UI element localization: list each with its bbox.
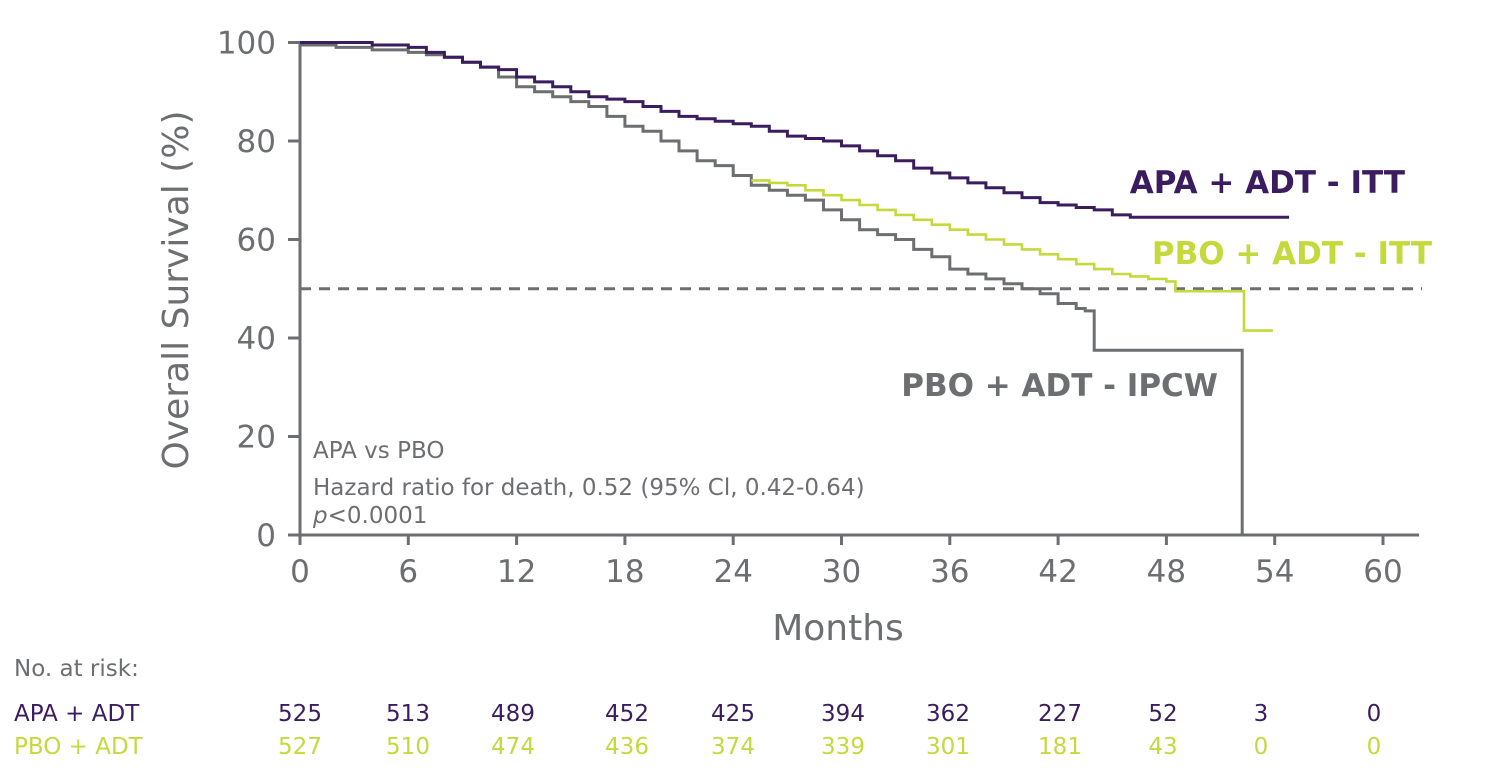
- series-pbo-itt: [751, 179, 1273, 332]
- risk-value: 52: [1148, 701, 1177, 727]
- x-tick-label: 6: [398, 554, 418, 590]
- x-axis-title: Months: [772, 608, 904, 649]
- risk-row-label: APA + ADT: [14, 701, 140, 727]
- x-tick-label: 36: [930, 554, 969, 590]
- p-value-text: <0.0001: [328, 503, 428, 529]
- series-label-pbo-ipcw: PBO + ADT - IPCW: [901, 368, 1218, 404]
- risk-value: 510: [386, 734, 430, 760]
- x-tick-label: 24: [713, 554, 752, 590]
- y-tick-label: 40: [237, 321, 276, 357]
- x-tick-label: 12: [497, 554, 536, 590]
- annotation-line-3: p<0.0001: [312, 503, 427, 529]
- risk-row-label: PBO + ADT: [14, 734, 144, 760]
- risk-value: 339: [821, 734, 865, 760]
- series-label-pbo-itt: PBO + ADT - ITT: [1152, 236, 1432, 272]
- risk-value: 362: [926, 701, 970, 727]
- y-ticks: 0 20 40 60 80 100: [217, 26, 300, 554]
- annotation-line-2: Hazard ratio for death, 0.52 (95% Cl, 0.…: [313, 475, 865, 501]
- series-apa-itt: [300, 41, 1290, 219]
- series-label-apa-itt: APA + ADT - ITT: [1130, 165, 1405, 201]
- risk-value: 3: [1254, 701, 1269, 727]
- x-tick-label: 48: [1147, 554, 1186, 590]
- x-tick-label: 54: [1255, 554, 1294, 590]
- x-tick-label: 18: [605, 554, 644, 590]
- risk-value: 374: [711, 734, 755, 760]
- risk-value: 181: [1038, 734, 1082, 760]
- risk-value: 227: [1038, 701, 1082, 727]
- annotation-line-1: APA vs PBO: [313, 438, 444, 464]
- risk-value: 452: [605, 701, 649, 727]
- x-ticks: 0 6 12 18 24 30 36 42 48 54 60: [290, 535, 1403, 590]
- x-tick-label: 60: [1363, 554, 1402, 590]
- y-tick-label: 0: [256, 518, 276, 554]
- risk-value: 0: [1367, 734, 1382, 760]
- risk-value: 0: [1254, 734, 1269, 760]
- y-tick-label: 60: [237, 223, 276, 259]
- risk-value: 513: [386, 701, 430, 727]
- risk-value: 0: [1367, 701, 1382, 727]
- risk-value: 489: [491, 701, 535, 727]
- risk-value: 425: [711, 701, 755, 727]
- risk-value: 525: [278, 701, 322, 727]
- y-tick-label: 20: [237, 420, 276, 456]
- x-tick-label: 30: [822, 554, 861, 590]
- risk-value: 436: [605, 734, 649, 760]
- x-tick-label: 0: [290, 554, 310, 590]
- risk-value: 394: [821, 701, 865, 727]
- y-tick-label: 80: [237, 124, 276, 160]
- risk-value: 474: [491, 734, 535, 760]
- risk-table: APA + ADT 525 513 489 452 425 394 362 227 52 3 0 PBO…: [14, 701, 1381, 760]
- x-tick-label: 42: [1038, 554, 1077, 590]
- y-tick-label: 100: [217, 26, 276, 62]
- risk-value: 43: [1148, 734, 1177, 760]
- p-value-symbol: p: [312, 503, 328, 529]
- risk-table-title: No. at risk:: [14, 656, 139, 682]
- series-layer: [300, 41, 1290, 535]
- risk-value: 527: [278, 734, 322, 760]
- risk-value: 301: [926, 734, 970, 760]
- y-axis-title: Overall Survival (%): [156, 111, 197, 470]
